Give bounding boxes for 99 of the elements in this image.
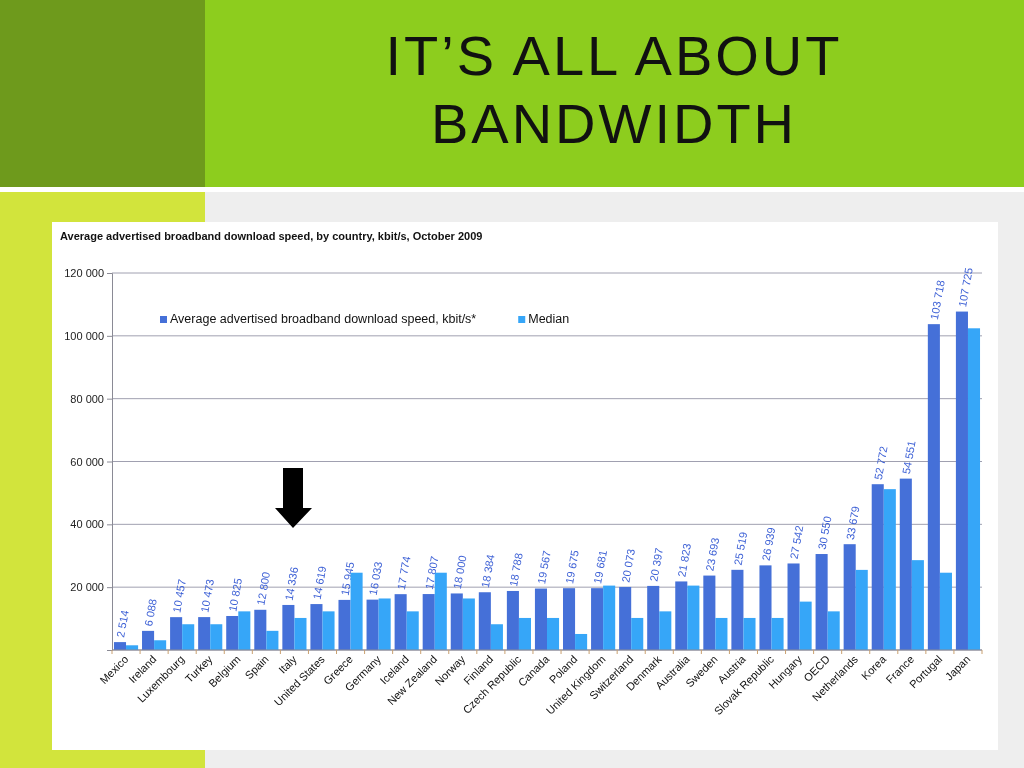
data-label: 54 551 [899,439,918,475]
bar [254,609,267,650]
bar [338,599,351,650]
data-label: 30 550 [815,515,834,551]
bar [490,624,503,650]
bar [406,611,419,650]
bar [815,554,828,650]
bar [771,617,784,650]
data-label: 12 800 [254,570,273,607]
bar [238,611,251,650]
bar [647,585,660,650]
y-tick-label: 60 000 [70,455,104,468]
bar [899,478,912,650]
data-label: 6 088 [142,598,159,628]
data-label: 14 619 [310,565,329,601]
bar [843,544,856,650]
y-tick-label: 80 000 [70,392,104,405]
bar [799,601,812,650]
legend-label: Average advertised broadband download speed, kbit/s* [170,312,477,326]
bar [619,586,632,650]
y-tick-label: 40 000 [70,518,104,531]
data-label: 103 718 [928,279,947,321]
data-label: 2 514 [114,609,131,639]
data-label: 26 939 [759,526,778,562]
chart-subtitle: Average advertised broadband download speed, by country, kbit/s, October 2009 [60,230,483,242]
bar [563,588,576,650]
legend-label: Median [528,312,570,326]
bar [182,624,195,650]
data-label: 19 567 [535,549,553,585]
data-label: 21 823 [675,542,694,578]
bar [659,611,672,650]
bar [210,624,223,650]
bar [871,484,884,650]
bar [322,611,335,650]
bar [422,594,435,650]
data-label: 20 073 [619,548,637,584]
data-label: 10 473 [198,578,217,614]
bar [378,598,391,650]
bar [703,575,716,650]
bar [687,585,700,650]
bar [591,588,604,650]
data-label: 20 397 [647,547,666,583]
data-label: 25 519 [731,530,750,567]
chart-title: IT’S ALL ABOUT BANDWIDTH [384,23,844,157]
bar [675,581,688,650]
y-tick-label: 120 000 [64,267,104,280]
bar [462,598,475,650]
data-label: 27 542 [787,524,806,560]
data-label: 107 725 [956,266,975,308]
bar [518,617,531,650]
bar [631,617,644,650]
bar [927,324,940,650]
data-label: 19 675 [563,549,581,585]
data-label: 18 000 [450,554,469,590]
bar [855,569,868,650]
data-label: 14 336 [282,566,301,602]
bar [394,594,407,650]
bar [478,592,491,650]
x-tick-label: Italy [276,652,300,676]
bar [939,572,952,650]
bar [534,588,547,650]
bar [575,633,588,650]
data-label: 17 774 [394,555,413,591]
data-label: 52 772 [871,445,890,481]
bar [883,489,896,650]
data-label: 18 384 [478,553,497,589]
bar [506,590,519,650]
data-label: 17 807 [422,555,441,591]
bar [911,560,924,650]
bar [310,604,323,650]
bar [226,615,239,650]
bar [294,617,307,650]
bar [787,563,800,650]
data-label: 10 825 [226,577,245,613]
bar [759,565,772,650]
bar [547,617,560,650]
data-label: 33 679 [843,505,862,541]
data-label: 10 457 [170,578,188,614]
bar [743,617,756,650]
y-tick-label: 100 000 [64,329,104,342]
bar [967,328,981,650]
data-label: 16 033 [366,560,385,596]
bar [154,640,167,650]
data-label: 18 788 [507,552,525,588]
bar [198,617,211,650]
bar [266,630,279,650]
bar [603,585,616,650]
bar [955,311,968,650]
bar [450,593,463,650]
bar [142,630,155,650]
bar [715,617,728,650]
bar [170,617,183,650]
y-tick-label: 20 000 [70,581,104,594]
bar [366,599,379,650]
bar [827,611,840,650]
bar [731,569,744,650]
data-label: 23 693 [703,536,722,572]
data-label: 19 681 [591,549,609,585]
bar [282,604,295,650]
